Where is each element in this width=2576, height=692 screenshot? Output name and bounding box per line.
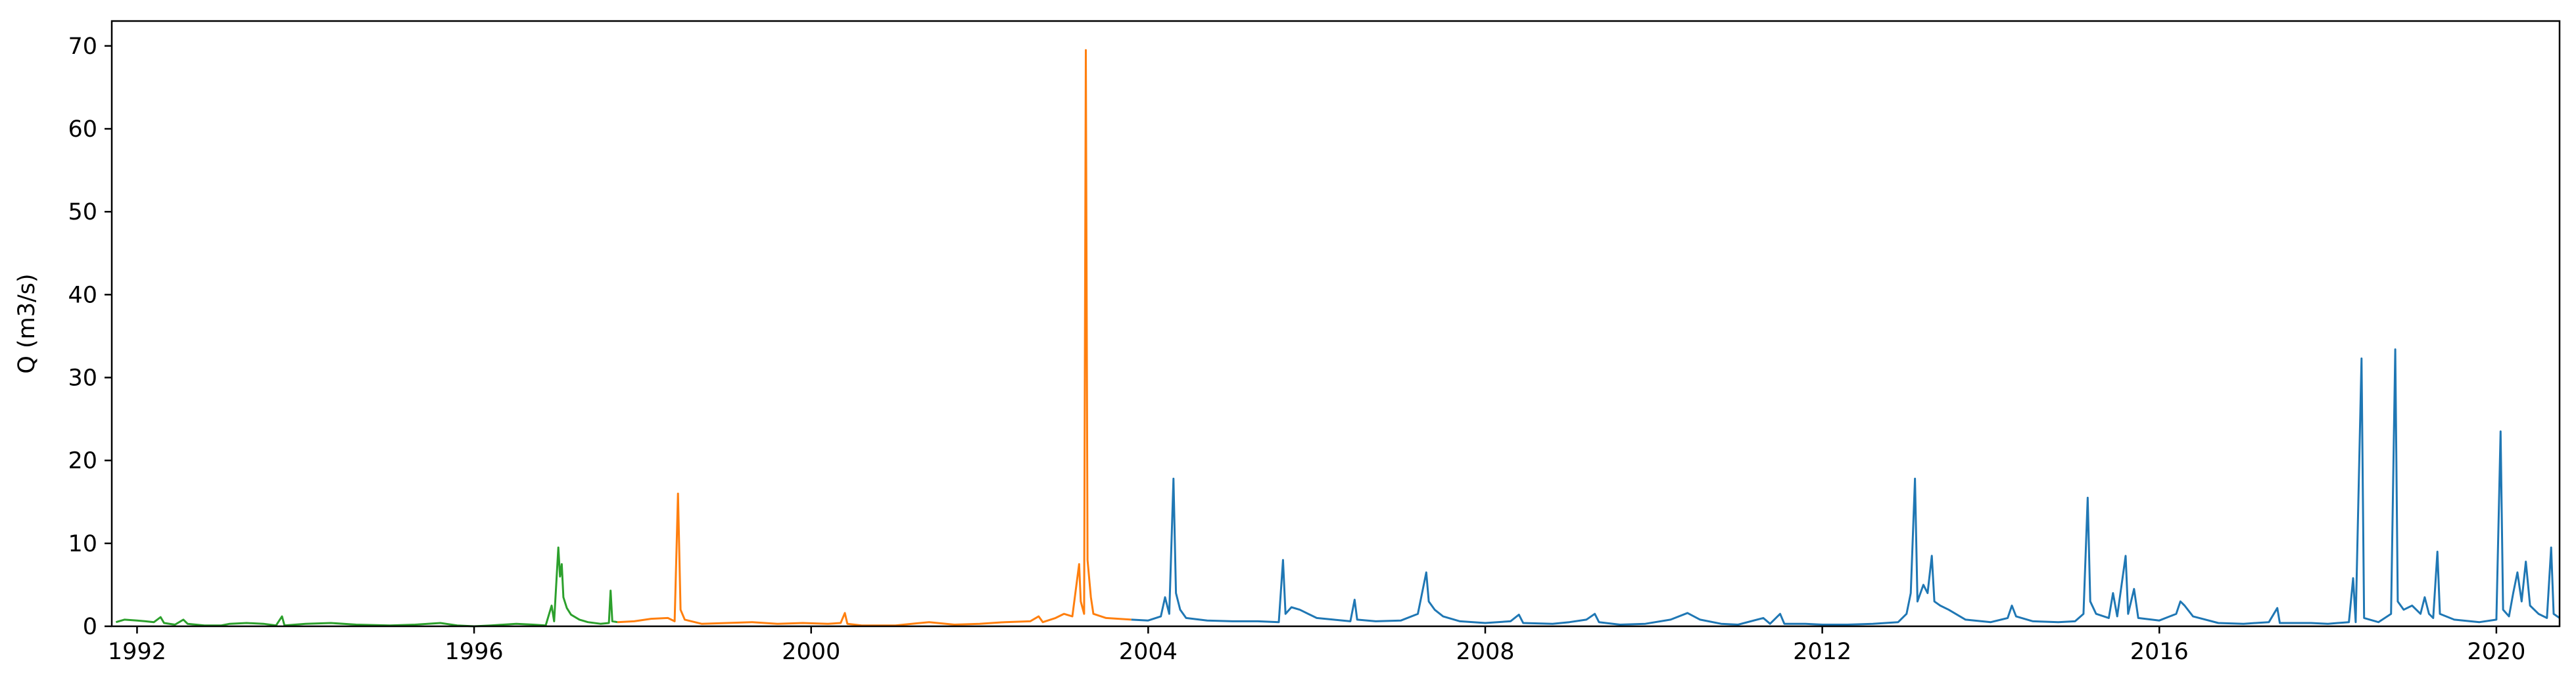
y-tick-label: 70 <box>68 34 97 60</box>
y-tick-label: 0 <box>83 614 97 640</box>
series-line-1 <box>617 49 1132 627</box>
x-tick-label: 2004 <box>1119 639 1178 665</box>
x-tick-label: 2012 <box>1793 639 1851 665</box>
x-tick-label: 2008 <box>1456 639 1514 665</box>
y-tick-label: 40 <box>68 282 97 308</box>
x-tick-label: 2016 <box>2130 639 2189 665</box>
x-tick-label: 1992 <box>108 639 166 665</box>
y-axis: 0 10 20 30 40 50 60 70 <box>68 34 112 640</box>
y-tick-label: 10 <box>68 531 97 557</box>
y-axis-label: Q (m3/s) <box>14 273 40 373</box>
x-tick-label: 2000 <box>782 639 840 665</box>
series-line-2 <box>1131 348 2560 626</box>
y-tick-label: 20 <box>68 448 97 474</box>
x-tick-label: 2020 <box>2467 639 2525 665</box>
y-tick-label: 30 <box>68 365 97 392</box>
plot-frame <box>110 20 2561 628</box>
x-axis: 1992 1996 2000 2004 2008 2012 2016 2020 <box>108 626 2525 665</box>
series-layer <box>115 49 2560 628</box>
x-tick-label: 1996 <box>445 639 504 665</box>
y-tick-label: 60 <box>68 116 97 143</box>
y-tick-label: 50 <box>68 199 97 225</box>
series-line-0 <box>115 546 618 628</box>
